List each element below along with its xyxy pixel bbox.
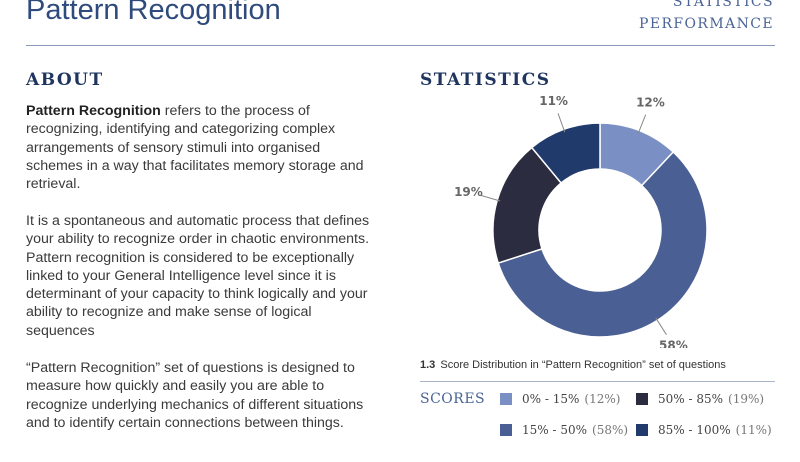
caption-text: Score Distribution in “Pattern Recogniti… xyxy=(440,359,726,371)
nav-statistics[interactable]: STATISTICS xyxy=(672,0,774,10)
legend-item-0-15: 0% - 15% (12%) xyxy=(500,392,620,406)
legend-swatch xyxy=(636,393,648,405)
donut-slice-15-50 xyxy=(497,150,708,338)
score-donut-chart: 12% 58% 19% 11% xyxy=(454,94,708,348)
about-term: Pattern Recognition xyxy=(26,103,161,119)
slice-label-0-15: 12% xyxy=(636,96,665,110)
slice-label-50-85: 19% xyxy=(454,185,483,199)
legend-range: 0% - 15% xyxy=(522,392,580,406)
leader-line-15-50 xyxy=(655,317,667,335)
statistics-heading: STATISTICS xyxy=(420,70,551,90)
nav-performance[interactable]: PERFORMANCE xyxy=(639,16,774,32)
legend-divider xyxy=(420,381,775,382)
legend-percent: (11%) xyxy=(735,423,772,437)
leader-line-0-15 xyxy=(637,114,647,134)
legend-percent: (12%) xyxy=(584,392,621,406)
legend-range: 15% - 50% xyxy=(522,423,588,437)
legend-swatch xyxy=(500,393,512,405)
about-paragraph-1: Pattern Recognition refers to the proces… xyxy=(26,102,371,193)
legend-item-50-85: 50% - 85% (19%) xyxy=(636,392,764,406)
legend-item-15-50: 15% - 50% (58%) xyxy=(500,423,628,437)
chart-caption: 1.3 Score Distribution in “Pattern Recog… xyxy=(420,359,726,371)
legend-percent: (19%) xyxy=(728,392,765,406)
header-divider xyxy=(26,45,775,46)
legend-percent: (58%) xyxy=(592,423,629,437)
about-paragraph-2: It is a spontaneous and automatic proces… xyxy=(26,213,370,339)
donut-slice-85-100 xyxy=(530,122,601,185)
page-title: Pattern Recognition xyxy=(26,0,281,26)
slice-label-85-100: 11% xyxy=(539,94,568,108)
scores-label: SCORES xyxy=(420,391,486,407)
leader-line-85-100 xyxy=(557,113,566,133)
legend-item-85-100: 85% - 100% (11%) xyxy=(636,423,772,437)
about-paragraph-3: “Pattern Recognition” set of questions i… xyxy=(26,360,364,431)
about-definition: refers to the process of recognizing, id… xyxy=(26,103,364,193)
section-nav: STATISTICS PERFORMANCE xyxy=(639,0,774,35)
legend-swatch xyxy=(500,424,512,436)
legend-swatch xyxy=(636,424,648,436)
slice-label-15-50: 58% xyxy=(659,339,688,348)
legend-range: 50% - 85% xyxy=(658,392,724,406)
legend-range: 85% - 100% xyxy=(658,423,731,437)
about-heading: ABOUT xyxy=(26,70,104,90)
caption-number: 1.3 xyxy=(420,359,436,371)
leader-line-50-85 xyxy=(480,194,501,202)
